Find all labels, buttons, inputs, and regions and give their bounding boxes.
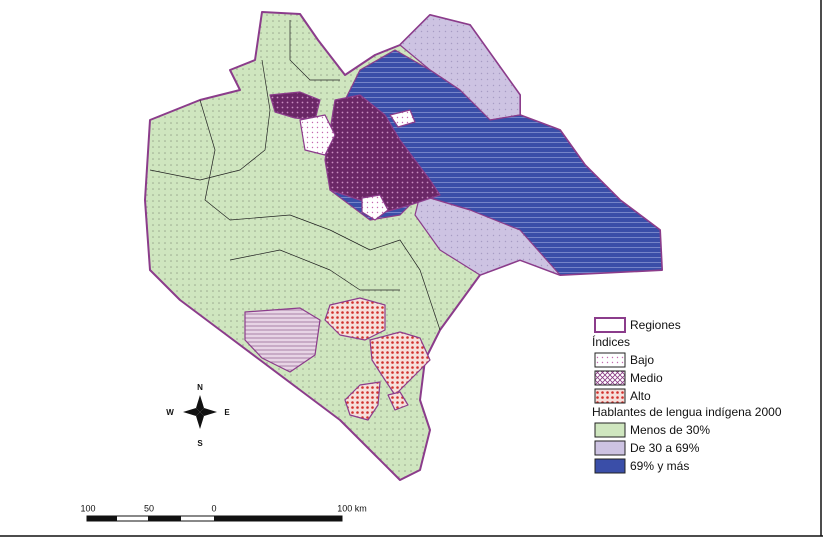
legend-swatch (594, 352, 626, 368)
compass-star (200, 408, 217, 416)
legend-swatch (594, 440, 626, 456)
scale-bar-segment (214, 516, 342, 521)
legend-label: Bajo (630, 353, 654, 367)
legend-label: Medio (630, 371, 663, 385)
striped-region (244, 307, 321, 373)
bajo-patch (389, 109, 416, 128)
alto-patch (344, 381, 381, 421)
municipal-borders (229, 249, 400, 291)
bajo-patch (361, 194, 389, 221)
compass-label: S (197, 439, 203, 448)
scale-label: 50 (144, 503, 154, 513)
compass: N S E W (166, 383, 230, 448)
scale-bar: 100 50 0 100 km (80, 503, 367, 522)
region-blue (329, 49, 663, 276)
legend-label: Menos de 30% (630, 423, 710, 437)
compass-star (183, 408, 200, 416)
compass-label: N (197, 383, 203, 392)
scale-label: 100 (80, 503, 95, 513)
alto-patch (369, 331, 431, 396)
compass-label: W (166, 408, 174, 417)
legend: Regiones Índices Bajo Medio Alto Hablant… (592, 317, 782, 474)
compass-label: E (224, 408, 230, 417)
medio-cluster (324, 94, 441, 213)
scale-label: 0 (211, 503, 216, 513)
scale-bar-segment (87, 516, 117, 521)
legend-swatch (594, 317, 626, 333)
scale-bar-segment (148, 516, 181, 521)
legend-swatch (594, 388, 626, 404)
legend-label: De 30 a 69% (630, 441, 700, 455)
legend-swatch (594, 458, 626, 474)
municipal-borders (199, 99, 441, 331)
legend-label: Alto (630, 389, 651, 403)
legend-swatch (594, 422, 626, 438)
legend-label: Regiones (630, 318, 681, 332)
alto-patch (387, 391, 409, 411)
legend-title: Índices (592, 334, 630, 349)
municipal-borders (149, 59, 271, 181)
municipal-borders (289, 20, 340, 81)
legend-swatch (594, 370, 626, 386)
legend-label: 69% y más (630, 459, 689, 473)
scale-label: 100 km (337, 503, 367, 513)
compass-star (196, 412, 204, 429)
alto-patch (324, 297, 386, 341)
compass-star (196, 395, 204, 412)
region-lavender-south (414, 194, 561, 276)
state-map (144, 11, 663, 481)
legend-title: Hablantes de lengua indígena 2000 (592, 405, 782, 419)
bajo-patch (299, 114, 336, 156)
